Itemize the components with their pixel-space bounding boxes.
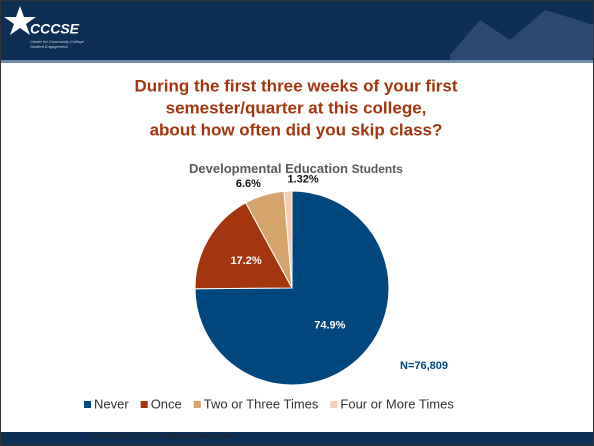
logo-star	[4, 6, 36, 35]
data-label: 1.32%	[287, 173, 318, 185]
logo-tagline: Center for Community College	[30, 39, 85, 44]
legend-label: Four or More Times	[340, 396, 454, 411]
legend-label: Never	[94, 396, 129, 411]
pie-slice	[194, 202, 293, 290]
chart-title: During the first three weeks of your fir…	[134, 76, 457, 95]
source: Source: 2011-2014 SENSE High Impact Prac…	[90, 435, 234, 441]
pie-slice	[194, 190, 390, 386]
subtitle-main: Developmental Education	[189, 161, 348, 176]
legend-swatch	[330, 401, 338, 408]
annotation: N=76,809	[400, 360, 448, 372]
pie-slice	[283, 190, 293, 289]
pie: 74.9% 17.2% 6.6% 1.32%	[194, 173, 390, 386]
legend-swatch	[84, 401, 91, 408]
chart-title: semester/quarter at this college,	[166, 98, 427, 117]
data-label: 6.6%	[236, 178, 261, 190]
chart-title: about how often did you skip class?	[150, 120, 443, 139]
data-label: 74.9%	[314, 319, 345, 331]
subtitle-suffix: Students	[352, 162, 404, 176]
legend-swatch	[193, 401, 201, 408]
data-label: 17.2%	[230, 255, 261, 267]
legend-swatch	[140, 401, 148, 408]
legend-label: Two or Three Times	[204, 396, 319, 411]
legend-label: Once	[151, 396, 182, 411]
footer-band	[0, 432, 594, 446]
logo-tagline: Student Engagement	[30, 44, 68, 49]
header-rule	[0, 60, 594, 63]
logo-name: CCCSE	[30, 21, 80, 37]
header-decoration	[450, 10, 594, 60]
chart-subtitle: Developmental Education Students	[189, 161, 403, 176]
